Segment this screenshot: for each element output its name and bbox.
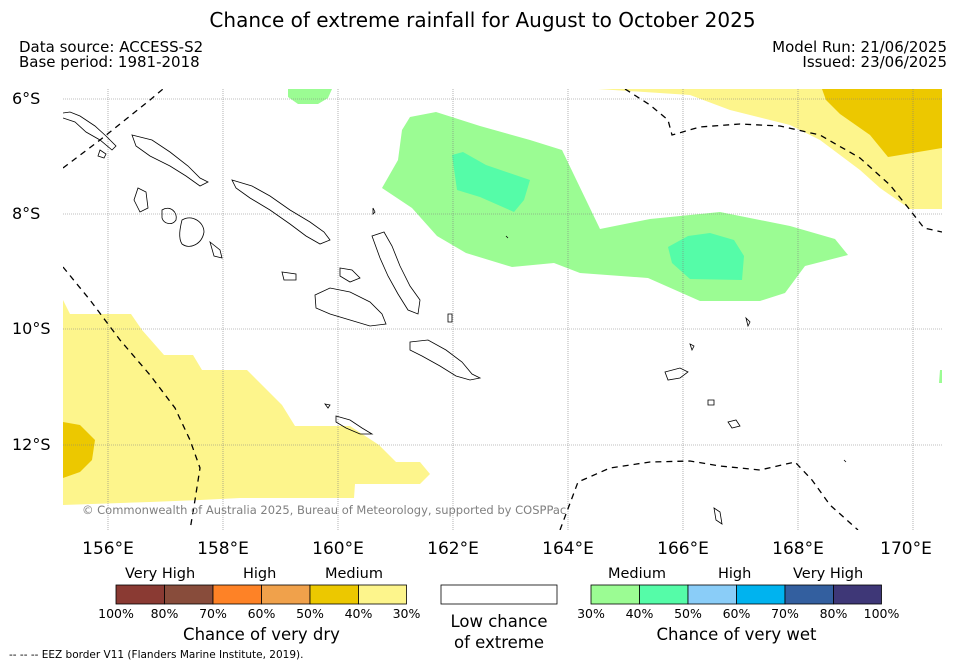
dry-swatch-100-80 bbox=[115, 584, 165, 605]
lat-label-10s: 10°S bbox=[12, 319, 51, 338]
dry-tick-0: 100% bbox=[98, 606, 134, 621]
bellona-island bbox=[324, 403, 331, 409]
wet-tick-5: 80% bbox=[819, 606, 848, 621]
wet-header-very-high: Very High bbox=[793, 566, 864, 582]
wet-header-high: High bbox=[718, 566, 752, 582]
dry-header-very-high: Very High bbox=[125, 566, 196, 582]
wet-tick-0: 30% bbox=[577, 606, 605, 621]
wet-swatch-80-100 bbox=[833, 584, 882, 605]
wet-tick-6: 100% bbox=[863, 606, 900, 621]
dry-tick-2: 70% bbox=[199, 606, 227, 621]
new-georgia-island bbox=[133, 187, 149, 213]
meta-left: Data source: ACCESS-S2 Base period: 1981… bbox=[19, 40, 203, 70]
wet-medium-region-north bbox=[288, 89, 332, 104]
santa-isabel-island bbox=[231, 179, 331, 245]
lon-label-168e: 168°E bbox=[772, 539, 824, 559]
reef-islands bbox=[664, 367, 689, 381]
lon-label-158e: 158°E bbox=[197, 539, 249, 559]
low-chance-label: Low chance of extreme bbox=[440, 611, 558, 653]
dry-header-high: High bbox=[243, 566, 277, 582]
dry-swatch-80-70 bbox=[164, 584, 214, 605]
choiseul-island bbox=[131, 134, 209, 187]
dry-colorbar-title: Chance of very dry bbox=[183, 625, 340, 644]
dry-tick-1: 80% bbox=[150, 606, 179, 621]
dry-swatch-60-50 bbox=[261, 584, 311, 605]
dry-tick-6: 30% bbox=[392, 606, 421, 621]
ulawa-island bbox=[447, 313, 453, 323]
makira-island bbox=[409, 339, 482, 381]
dry-header-medium: Medium bbox=[325, 566, 383, 582]
lon-label-164e: 164°E bbox=[542, 539, 594, 559]
duff-islands bbox=[745, 316, 751, 328]
copyright-note: © Commonwealth of Australia 2025, Bureau… bbox=[82, 503, 567, 517]
florida-islands bbox=[339, 267, 361, 283]
lat-label-6s: 6°S bbox=[12, 89, 41, 108]
meta-right: Model Run: 21/06/2025 Issued: 23/06/2025 bbox=[772, 40, 947, 70]
wet-tick-4: 70% bbox=[771, 606, 799, 621]
wet-swatch-40-50 bbox=[639, 584, 689, 605]
lon-label-162e: 162°E bbox=[427, 539, 479, 559]
wet-medium-region-east-edge bbox=[939, 370, 942, 383]
chart-title: Chance of extreme rainfall for August to… bbox=[209, 8, 756, 32]
wet-high-region-central-west bbox=[452, 152, 530, 212]
wet-swatch-60-70 bbox=[736, 584, 786, 605]
dry-tick-3: 60% bbox=[247, 606, 276, 621]
ontong-java-atoll bbox=[372, 207, 376, 215]
wet-tick-2: 50% bbox=[674, 606, 702, 621]
dry-colorbar bbox=[115, 584, 407, 605]
torres-islands bbox=[713, 507, 723, 525]
lon-label-170e: 170°E bbox=[880, 539, 932, 559]
vella-lavella-island bbox=[179, 217, 205, 247]
eez-footnote: -- -- -- EEZ border V11 (Flanders Marine… bbox=[9, 649, 304, 661]
malaita-island bbox=[371, 231, 421, 315]
lon-label-166e: 166°E bbox=[657, 539, 709, 559]
lat-label-12s: 12°S bbox=[12, 435, 51, 454]
low-chance-line1: Low chance bbox=[450, 612, 548, 631]
rendova-island bbox=[209, 240, 223, 259]
kolombangara-island bbox=[161, 207, 177, 224]
wet-swatch-30-40 bbox=[590, 584, 640, 605]
wet-header-medium: Medium bbox=[608, 566, 666, 582]
dry-tick-5: 40% bbox=[344, 606, 373, 621]
lon-label-160e: 160°E bbox=[312, 539, 364, 559]
dry-high-region-northeast bbox=[822, 89, 942, 157]
wet-colorbar bbox=[590, 584, 882, 605]
model-run: Model Run: 21/06/2025 bbox=[772, 38, 947, 56]
data-source: Data source: ACCESS-S2 bbox=[19, 38, 204, 56]
dry-tick-4: 50% bbox=[296, 606, 324, 621]
dry-swatch-50-40 bbox=[309, 584, 359, 605]
bougainville-island bbox=[63, 111, 117, 151]
wet-swatch-50-60 bbox=[687, 584, 737, 605]
wet-high-region-central-east bbox=[668, 233, 744, 280]
lon-label-156e: 156°E bbox=[82, 539, 134, 559]
eez-borders bbox=[63, 89, 942, 530]
wet-tick-1: 40% bbox=[625, 606, 654, 621]
dry-high-region-west bbox=[63, 422, 95, 478]
dry-swatch-40-30 bbox=[358, 584, 407, 605]
dry-swatch-70-60 bbox=[212, 584, 262, 605]
vanikoro-island bbox=[727, 419, 741, 429]
shortland-islands bbox=[97, 149, 107, 159]
land-outlines bbox=[63, 111, 847, 525]
rennell-island bbox=[335, 415, 374, 435]
tinakula-island bbox=[689, 343, 695, 352]
guadalcanal-island bbox=[314, 287, 387, 327]
russell-islands bbox=[281, 271, 297, 281]
sikaiana-island bbox=[505, 235, 509, 239]
base-period: Base period: 1981-2018 bbox=[19, 53, 200, 71]
low-chance-swatch bbox=[440, 584, 558, 605]
utupua-island bbox=[707, 399, 715, 406]
issued-date: Issued: 23/06/2025 bbox=[802, 53, 947, 71]
low-chance-line2: of extreme bbox=[453, 633, 545, 652]
wet-tick-3: 60% bbox=[722, 606, 751, 621]
wet-swatch-70-80 bbox=[784, 584, 834, 605]
lat-label-8s: 8°S bbox=[12, 204, 41, 223]
wet-colorbar-title: Chance of very wet bbox=[656, 625, 817, 644]
anuta-island bbox=[843, 459, 847, 463]
gridlines bbox=[63, 89, 942, 530]
